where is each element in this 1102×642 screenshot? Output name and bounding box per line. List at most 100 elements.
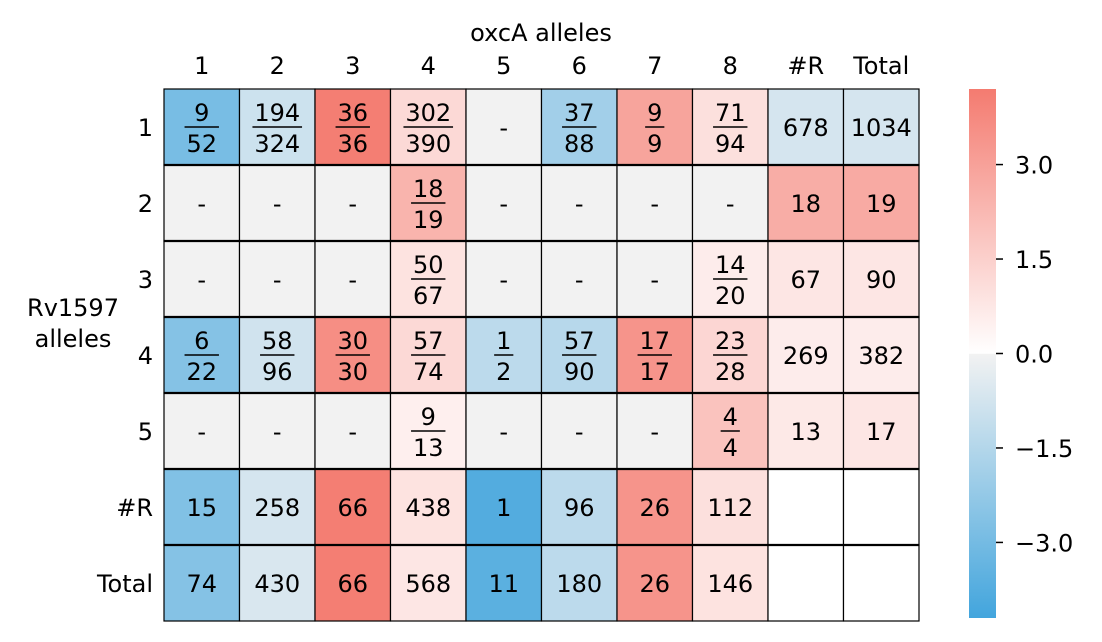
cell-value: 13 [790, 418, 821, 446]
cell-numerator: 4 [723, 403, 738, 431]
cell-numerator: 36 [337, 99, 368, 127]
heatmap-cell: 17 [842, 392, 920, 470]
colorbar-tick-label: 0.0 [1015, 341, 1053, 369]
column-label: 4 [421, 52, 436, 80]
column-label: 7 [647, 52, 662, 80]
cell-denominator: 28 [715, 358, 746, 386]
cell-denominator: 17 [639, 358, 670, 386]
cell-value: - [650, 190, 659, 218]
column-label: 2 [270, 52, 285, 80]
heatmap-cell: - [616, 392, 694, 470]
cell-denominator: 94 [715, 130, 746, 158]
cell-fill [691, 164, 769, 242]
cell-denominator: 30 [337, 358, 368, 386]
cell-fill [842, 468, 920, 546]
heatmap-cell: 11 [465, 544, 543, 622]
cell-value: - [197, 418, 206, 446]
heatmap-cell: 19 [842, 164, 920, 242]
heatmap-cell: 913 [389, 392, 467, 470]
cell-numerator: 302 [405, 99, 451, 127]
cell-fill [540, 544, 618, 622]
cell-value: 74 [186, 570, 217, 598]
heatmap-cell: - [163, 392, 241, 470]
cell-fill [842, 392, 920, 470]
heatmap-cell: - [238, 240, 316, 318]
cell-fill [540, 392, 618, 470]
cell-value: - [499, 190, 508, 218]
heatmap-cell: - [163, 240, 241, 318]
column-label: 5 [496, 52, 511, 80]
heatmap-cell: 13 [767, 392, 845, 470]
cell-denominator: 90 [564, 358, 595, 386]
cell-value: - [348, 266, 357, 294]
cell-value: 19 [866, 190, 897, 218]
cell-value: - [273, 418, 282, 446]
cell-fill [842, 164, 920, 242]
colorbar-tick-label: 1.5 [1015, 246, 1053, 274]
y-axis-label-line-1: Rv1597 [27, 294, 119, 322]
heatmap-cell: 66 [314, 544, 392, 622]
cell-fill [767, 468, 845, 546]
row-label: 3 [138, 266, 153, 294]
colorbar-tick-label: 3.0 [1015, 152, 1053, 180]
cell-value: - [197, 190, 206, 218]
heatmap-cell: 99 [616, 88, 694, 166]
cell-value: - [726, 190, 735, 218]
cell-value: 568 [405, 570, 451, 598]
heatmap-cell [767, 544, 845, 622]
column-label: 1 [194, 52, 209, 80]
cell-numerator: 194 [254, 99, 300, 127]
cell-denominator: 74 [413, 358, 444, 386]
column-label: 3 [345, 52, 360, 80]
cell-fill [314, 468, 392, 546]
cell-numerator: 58 [262, 327, 293, 355]
cell-value: 26 [639, 494, 670, 522]
heatmap-cell: 26 [616, 468, 694, 546]
heatmap-cell: 90 [842, 240, 920, 318]
cell-value: 112 [707, 494, 753, 522]
cell-fill [767, 392, 845, 470]
cell-numerator: 30 [337, 327, 368, 355]
cell-value: - [499, 418, 508, 446]
cell-fill [616, 164, 694, 242]
cell-value: - [499, 114, 508, 142]
colorbar-tick-label: −1.5 [1015, 435, 1073, 463]
cell-fill [691, 468, 769, 546]
heatmap-cell: 44 [691, 392, 769, 470]
row-label: 4 [138, 342, 153, 370]
cell-fill [465, 468, 543, 546]
cell-value: 180 [556, 570, 602, 598]
cell-fill [842, 88, 920, 166]
heatmap-cell: 12 [465, 316, 543, 394]
heatmap-cell: - [465, 392, 543, 470]
heatmap-cell: 258 [238, 468, 316, 546]
cell-fill [163, 544, 241, 622]
cell-denominator: 19 [413, 206, 444, 234]
row-label: Total [96, 570, 153, 598]
heatmap-cell: 96 [540, 468, 618, 546]
cell-value: 15 [186, 494, 217, 522]
cell-value: - [575, 190, 584, 218]
cell-value: 382 [858, 342, 904, 370]
colorbar: 3.0 1.5 0.0 −1.5 −3.0 [969, 89, 1073, 618]
cell-numerator: 17 [639, 327, 670, 355]
cell-denominator: 36 [337, 130, 368, 158]
heatmap-cell: 622 [163, 316, 241, 394]
cell-fill [616, 544, 694, 622]
cell-numerator: 1 [496, 327, 511, 355]
cell-numerator: 6 [194, 327, 209, 355]
cell-value: 90 [866, 266, 897, 294]
cell-numerator: 18 [413, 175, 444, 203]
cell-denominator: 20 [715, 282, 746, 310]
heatmap-cell: - [540, 164, 618, 242]
cell-denominator: 96 [262, 358, 293, 386]
row-label: 2 [138, 190, 153, 218]
cell-denominator: 52 [186, 130, 217, 158]
cell-value: 17 [866, 418, 897, 446]
cell-numerator: 57 [413, 327, 444, 355]
